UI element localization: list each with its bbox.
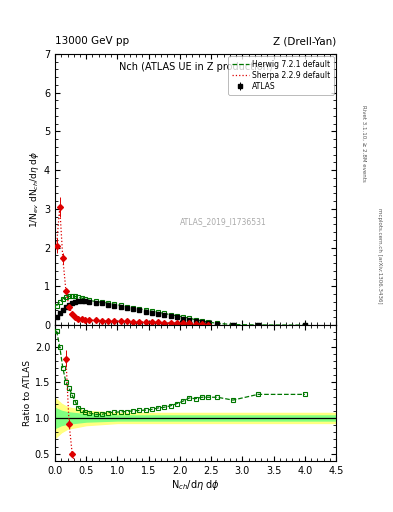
Herwig 7.2.1 default (187, 315, 192, 321)
Text: Nch (ATLAS UE in Z production): Nch (ATLAS UE in Z production) (119, 62, 272, 72)
Herwig 7.2.1 default (64, 294, 68, 300)
Text: Rivet 3.1.10, ≥ 2.8M events: Rivet 3.1.10, ≥ 2.8M events (361, 105, 366, 182)
Herwig 7.2.1 default (181, 314, 185, 320)
Sherpa 2.2.9 default (82, 316, 87, 323)
Text: ATLAS_2019_I1736531: ATLAS_2019_I1736531 (180, 218, 267, 226)
Sherpa 2.2.9 default (106, 318, 110, 324)
Sherpa 2.2.9 default (137, 319, 142, 325)
Sherpa 2.2.9 default (118, 318, 123, 324)
Sherpa 2.2.9 default (199, 321, 204, 327)
Herwig 7.2.1 default (67, 293, 72, 300)
Sherpa 2.2.9 default (64, 288, 68, 294)
Herwig 7.2.1 default (156, 309, 160, 315)
Herwig 7.2.1 default (79, 295, 84, 301)
Herwig 7.2.1 default (206, 319, 210, 325)
Herwig 7.2.1 default (131, 305, 136, 311)
Sherpa 2.2.9 default (193, 321, 198, 327)
Sherpa 2.2.9 default (149, 319, 154, 325)
Herwig 7.2.1 default (231, 322, 235, 328)
Y-axis label: 1/N$_{ev}$ dN$_{ch}$/d$\eta$ d$\phi$: 1/N$_{ev}$ dN$_{ch}$/d$\eta$ d$\phi$ (28, 151, 41, 228)
Herwig 7.2.1 default (57, 299, 62, 305)
Herwig 7.2.1 default (99, 299, 104, 305)
Sherpa 2.2.9 default (168, 319, 173, 326)
Herwig 7.2.1 default (125, 304, 129, 310)
Sherpa 2.2.9 default (57, 204, 62, 210)
Herwig 7.2.1 default (199, 318, 204, 324)
Sherpa 2.2.9 default (61, 255, 65, 262)
Sherpa 2.2.9 default (174, 320, 179, 326)
Sherpa 2.2.9 default (162, 319, 167, 326)
Sherpa 2.2.9 default (93, 317, 98, 324)
Y-axis label: Ratio to ATLAS: Ratio to ATLAS (23, 360, 32, 426)
Herwig 7.2.1 default (82, 296, 87, 302)
Herwig 7.2.1 default (168, 312, 173, 318)
Herwig 7.2.1 default (93, 298, 98, 305)
Sherpa 2.2.9 default (156, 319, 160, 326)
Legend: Herwig 7.2.1 default, Sherpa 2.2.9 default, ATLAS: Herwig 7.2.1 default, Sherpa 2.2.9 defau… (228, 56, 334, 95)
X-axis label: N$_{ch}$/d$\eta$ d$\phi$: N$_{ch}$/d$\eta$ d$\phi$ (171, 478, 220, 493)
Text: 13000 GeV pp: 13000 GeV pp (55, 36, 129, 46)
Sherpa 2.2.9 default (70, 311, 75, 317)
Herwig 7.2.1 default (149, 308, 154, 314)
Herwig 7.2.1 default (70, 293, 75, 300)
Sherpa 2.2.9 default (76, 315, 81, 322)
Sherpa 2.2.9 default (67, 304, 72, 310)
Sherpa 2.2.9 default (125, 318, 129, 325)
Sherpa 2.2.9 default (131, 318, 136, 325)
Sherpa 2.2.9 default (54, 243, 59, 249)
Herwig 7.2.1 default (76, 294, 81, 300)
Line: Herwig 7.2.1 default: Herwig 7.2.1 default (57, 296, 305, 325)
Herwig 7.2.1 default (303, 322, 307, 328)
Herwig 7.2.1 default (255, 322, 260, 328)
Sherpa 2.2.9 default (79, 316, 84, 323)
Text: mcplots.cern.ch [arXiv:1306.3436]: mcplots.cern.ch [arXiv:1306.3436] (377, 208, 382, 304)
Sherpa 2.2.9 default (73, 314, 78, 321)
Sherpa 2.2.9 default (99, 317, 104, 324)
Sherpa 2.2.9 default (112, 318, 117, 324)
Herwig 7.2.1 default (73, 293, 78, 300)
Herwig 7.2.1 default (54, 303, 59, 309)
Herwig 7.2.1 default (106, 300, 110, 306)
Line: Sherpa 2.2.9 default: Sherpa 2.2.9 default (57, 207, 208, 325)
Sherpa 2.2.9 default (87, 317, 92, 323)
Herwig 7.2.1 default (137, 306, 142, 312)
Sherpa 2.2.9 default (187, 321, 192, 327)
Sherpa 2.2.9 default (206, 322, 210, 328)
Herwig 7.2.1 default (118, 302, 123, 308)
Sherpa 2.2.9 default (143, 319, 148, 325)
Herwig 7.2.1 default (215, 321, 220, 327)
Herwig 7.2.1 default (112, 301, 117, 307)
Sherpa 2.2.9 default (181, 320, 185, 326)
Herwig 7.2.1 default (61, 296, 65, 302)
Herwig 7.2.1 default (143, 307, 148, 313)
Herwig 7.2.1 default (174, 313, 179, 319)
Herwig 7.2.1 default (193, 316, 198, 323)
Herwig 7.2.1 default (162, 310, 167, 316)
Herwig 7.2.1 default (87, 297, 92, 304)
Text: Z (Drell-Yan): Z (Drell-Yan) (273, 36, 336, 46)
